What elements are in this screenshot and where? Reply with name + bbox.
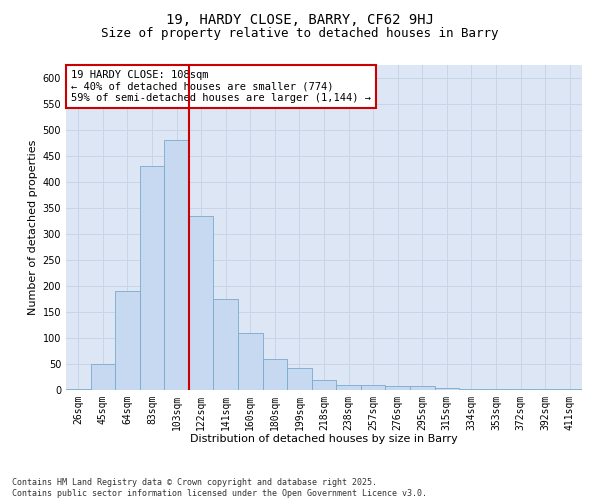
- Text: 19 HARDY CLOSE: 108sqm
← 40% of detached houses are smaller (774)
59% of semi-de: 19 HARDY CLOSE: 108sqm ← 40% of detached…: [71, 70, 371, 103]
- Bar: [385, 386, 410, 390]
- Bar: [459, 389, 484, 390]
- Bar: [189, 216, 214, 390]
- Bar: [91, 364, 115, 390]
- Text: Size of property relative to detached houses in Barry: Size of property relative to detached ho…: [101, 28, 499, 40]
- Bar: [164, 140, 189, 390]
- Bar: [66, 389, 91, 390]
- Text: 19, HARDY CLOSE, BARRY, CF62 9HJ: 19, HARDY CLOSE, BARRY, CF62 9HJ: [166, 12, 434, 26]
- Bar: [140, 166, 164, 390]
- Bar: [533, 389, 557, 390]
- Bar: [484, 389, 508, 390]
- Text: Contains HM Land Registry data © Crown copyright and database right 2025.
Contai: Contains HM Land Registry data © Crown c…: [12, 478, 427, 498]
- Bar: [434, 388, 459, 390]
- Bar: [115, 291, 140, 390]
- Bar: [263, 359, 287, 390]
- Bar: [312, 380, 336, 390]
- Bar: [287, 368, 312, 390]
- Bar: [238, 333, 263, 390]
- X-axis label: Distribution of detached houses by size in Barry: Distribution of detached houses by size …: [190, 434, 458, 444]
- Bar: [336, 385, 361, 390]
- Bar: [410, 386, 434, 390]
- Bar: [361, 385, 385, 390]
- Y-axis label: Number of detached properties: Number of detached properties: [28, 140, 38, 315]
- Bar: [214, 299, 238, 390]
